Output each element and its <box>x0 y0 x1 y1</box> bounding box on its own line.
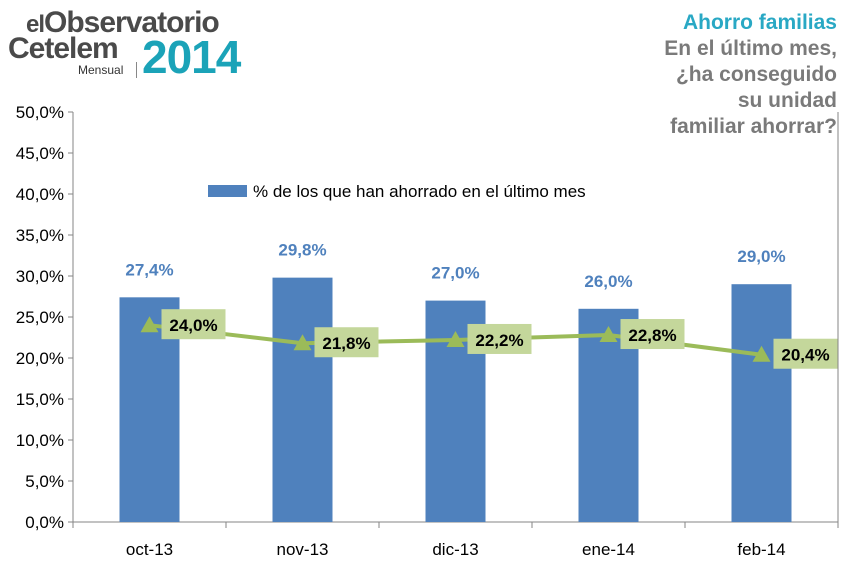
y-tick-label: 45,0% <box>16 144 64 163</box>
bar-data-label: 27,4% <box>125 260 173 279</box>
y-tick-label: 35,0% <box>16 226 64 245</box>
line-label-box <box>773 338 838 369</box>
y-tick-label: 5,0% <box>25 472 64 491</box>
legend-label: % de los que han ahorrado en el último m… <box>253 182 586 201</box>
bar-data-label: 26,0% <box>584 272 632 291</box>
y-tick-label: 0,0% <box>25 513 64 532</box>
line-data-label: 24,0% <box>169 316 217 335</box>
line-marker <box>293 334 312 351</box>
logo: elObservatorio Cetelem Mensual 2014 <box>8 6 248 83</box>
y-tick-label: 50,0% <box>16 103 64 122</box>
bar-data-label: 27,0% <box>431 264 479 283</box>
y-tick-label: 30,0% <box>16 267 64 286</box>
line-data-label: 22,2% <box>475 331 523 350</box>
legend-swatch <box>208 185 247 197</box>
logo-subtitle: Mensual <box>78 63 124 77</box>
question-line-4: familiar ahorrar? <box>670 115 837 138</box>
x-tick-label: ene-14 <box>582 540 635 559</box>
y-tick-label: 40,0% <box>16 185 64 204</box>
line-marker <box>599 326 618 343</box>
bar <box>731 284 792 522</box>
logo-line2: Cetelem <box>8 32 119 65</box>
y-tick-label: 15,0% <box>16 390 64 409</box>
line-label-box <box>314 327 379 358</box>
line-marker <box>140 316 159 333</box>
x-tick-label: feb-14 <box>737 540 785 559</box>
question-line-3: su unidad <box>737 89 837 112</box>
x-tick-label: nov-13 <box>277 540 329 559</box>
logo-separator <box>136 62 137 78</box>
line-data-label: 20,4% <box>781 346 829 365</box>
bar <box>272 277 333 522</box>
logo-line1: elObservatorio <box>26 6 220 39</box>
y-tick-label: 10,0% <box>16 431 64 450</box>
bar-data-label: 29,8% <box>278 241 326 260</box>
chart-title: Ahorro familias <box>682 11 837 34</box>
y-tick-label: 25,0% <box>16 308 64 327</box>
line-marker <box>446 330 465 347</box>
line-label-box <box>161 309 226 340</box>
line-label-box <box>467 323 532 354</box>
y-tick-label: 20,0% <box>16 349 64 368</box>
question-line-2: ¿ha conseguido <box>675 63 837 86</box>
chart-header: Ahorro familias En el último mes, ¿ha co… <box>664 10 837 140</box>
question-line-1: En el último mes, <box>664 37 837 60</box>
x-tick-label: dic-13 <box>432 540 478 559</box>
logo-year: 2014 <box>142 31 241 83</box>
x-tick-label: oct-13 <box>126 540 173 559</box>
bar-data-label: 29,0% <box>737 247 785 266</box>
line-label-box <box>620 319 685 350</box>
line-data-label: 21,8% <box>322 334 370 353</box>
line-data-label: 22,8% <box>628 326 676 345</box>
line-marker <box>752 345 771 362</box>
